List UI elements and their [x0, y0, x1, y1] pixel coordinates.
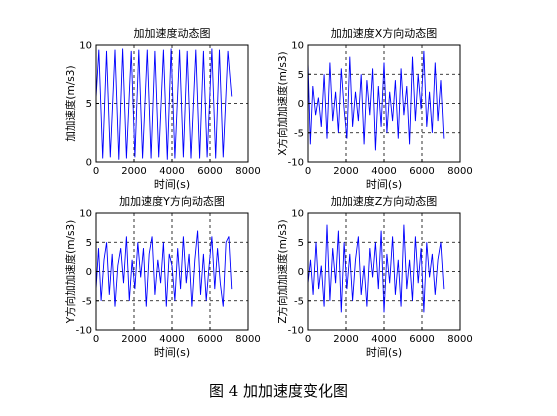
- figure-caption: 图 4 加加速度变化图: [208, 382, 349, 400]
- x-tick-label: 2000: [121, 166, 146, 177]
- subplot-4: 0 2000 4000 6000 8000 -10 -5 0 5 10 加加速度Z方向动态图时间(s…: [276, 194, 473, 359]
- y-tick-label: 10: [291, 41, 304, 52]
- x-tick-label: 0: [305, 334, 311, 345]
- y-axis-label: X方向加加速度(m/s3): [276, 51, 289, 155]
- x-tick-label: 6000: [197, 166, 222, 177]
- y-tick-label: 5: [298, 70, 304, 81]
- y-tick-label: 0: [298, 267, 304, 278]
- y-tick-label: 0: [298, 99, 304, 110]
- x-tick-label: 8000: [447, 166, 472, 177]
- series-line: [307, 50, 445, 151]
- x-tick-label: 8000: [235, 166, 260, 177]
- subplot-2: 0 2000 4000 6000 8000 -10 -5 0 5 10 加加速度X方向动态图时间(s…: [276, 26, 473, 191]
- y-axis-label: 加加速度(m/s3): [64, 65, 77, 141]
- x-axis-label: 时间(s): [154, 346, 190, 359]
- x-tick-label: 0: [93, 334, 99, 345]
- x-tick-label: 6000: [409, 166, 434, 177]
- x-tick-label: 4000: [159, 166, 184, 177]
- x-tick-label: 4000: [159, 334, 184, 345]
- y-tick-label: 5: [298, 238, 304, 249]
- x-tick-label: 0: [93, 166, 99, 177]
- y-tick-label: 5: [86, 99, 92, 110]
- y-tick-label: -10: [76, 326, 92, 337]
- subplot-3: 0 2000 4000 6000 8000 -10 -5 0 5 10 加加速度Y方向动态图时间(s…: [64, 194, 261, 359]
- x-tick-label: 8000: [447, 334, 472, 345]
- x-tick-label: 6000: [409, 334, 434, 345]
- x-tick-label: 6000: [197, 334, 222, 345]
- chart-title: 加加速度Y方向动态图: [119, 194, 225, 208]
- y-axis-label: Y方向加加速度(m/s3): [64, 220, 77, 325]
- x-tick-label: 2000: [121, 334, 146, 345]
- x-tick-label: 4000: [371, 166, 396, 177]
- chart-title: 加加速度X方向动态图: [331, 26, 438, 40]
- x-tick-label: 8000: [235, 334, 260, 345]
- y-tick-label: -10: [288, 158, 304, 169]
- y-tick-label: 10: [79, 209, 92, 220]
- chart-title: 加加速度动态图: [134, 26, 211, 40]
- y-axis-label: Z方向加加速度(m/s3): [276, 219, 289, 323]
- y-tick-label: 10: [291, 209, 304, 220]
- y-tick-label: 0: [86, 267, 92, 278]
- y-tick-label: 0: [86, 158, 92, 169]
- y-tick-label: -5: [294, 296, 304, 307]
- x-tick-label: 4000: [371, 334, 396, 345]
- y-tick-label: -5: [82, 296, 92, 307]
- x-tick-label: 2000: [333, 334, 358, 345]
- x-tick-label: 0: [305, 166, 311, 177]
- y-tick-label: -5: [294, 128, 304, 139]
- x-axis-label: 时间(s): [366, 178, 402, 191]
- y-tick-label: 5: [86, 238, 92, 249]
- series-line: [95, 48, 233, 160]
- x-tick-label: 2000: [333, 166, 358, 177]
- y-tick-label: 10: [79, 41, 92, 52]
- x-axis-label: 时间(s): [366, 346, 402, 359]
- series-line: [307, 224, 445, 313]
- x-axis-label: 时间(s): [154, 178, 190, 191]
- series-line: [95, 230, 233, 307]
- chart-title: 加加速度Z方向动态图: [331, 194, 438, 208]
- y-tick-label: -10: [288, 326, 304, 337]
